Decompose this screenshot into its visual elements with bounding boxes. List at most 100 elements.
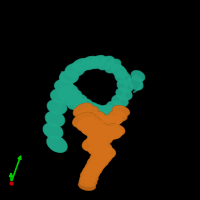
Ellipse shape (77, 106, 99, 120)
Ellipse shape (78, 181, 96, 191)
Ellipse shape (47, 100, 67, 114)
Ellipse shape (87, 131, 113, 147)
Ellipse shape (80, 173, 98, 184)
Ellipse shape (50, 89, 70, 103)
Ellipse shape (88, 114, 112, 128)
Ellipse shape (105, 124, 125, 136)
Ellipse shape (100, 104, 118, 118)
Ellipse shape (116, 88, 132, 100)
Ellipse shape (128, 77, 144, 91)
Ellipse shape (82, 164, 102, 177)
Ellipse shape (88, 142, 112, 156)
Ellipse shape (87, 155, 109, 169)
Ellipse shape (47, 99, 67, 115)
Ellipse shape (42, 122, 64, 140)
Ellipse shape (94, 127, 118, 141)
Ellipse shape (115, 71, 131, 85)
Ellipse shape (100, 105, 118, 117)
Ellipse shape (105, 59, 121, 73)
Ellipse shape (54, 79, 74, 93)
Ellipse shape (85, 104, 105, 118)
Ellipse shape (129, 78, 143, 90)
Ellipse shape (88, 141, 112, 157)
Ellipse shape (104, 58, 122, 74)
Ellipse shape (81, 120, 107, 136)
Ellipse shape (88, 115, 112, 127)
Ellipse shape (81, 121, 107, 135)
Ellipse shape (79, 177, 97, 187)
Ellipse shape (77, 117, 101, 131)
Ellipse shape (87, 131, 113, 147)
Ellipse shape (94, 127, 118, 141)
Ellipse shape (111, 94, 129, 108)
Ellipse shape (59, 70, 79, 84)
Ellipse shape (85, 104, 105, 118)
Ellipse shape (131, 70, 145, 82)
Ellipse shape (81, 56, 99, 70)
Ellipse shape (79, 177, 97, 187)
Ellipse shape (92, 146, 116, 160)
Ellipse shape (72, 112, 96, 128)
Ellipse shape (67, 94, 87, 110)
Ellipse shape (106, 100, 124, 114)
Ellipse shape (82, 136, 108, 152)
Ellipse shape (103, 115, 123, 125)
Ellipse shape (93, 106, 111, 118)
Ellipse shape (112, 105, 130, 117)
Ellipse shape (79, 173, 99, 184)
Ellipse shape (117, 80, 133, 92)
Ellipse shape (45, 111, 65, 127)
Ellipse shape (79, 102, 99, 116)
Ellipse shape (108, 110, 128, 122)
Ellipse shape (61, 89, 83, 106)
Ellipse shape (81, 111, 105, 125)
Ellipse shape (100, 127, 122, 139)
Ellipse shape (95, 116, 119, 128)
Ellipse shape (72, 58, 92, 72)
Ellipse shape (112, 95, 128, 107)
Ellipse shape (66, 94, 88, 110)
Ellipse shape (72, 58, 92, 72)
Ellipse shape (76, 116, 102, 132)
Ellipse shape (43, 123, 63, 139)
Ellipse shape (57, 84, 79, 102)
Ellipse shape (80, 169, 100, 181)
Ellipse shape (82, 136, 108, 152)
Ellipse shape (54, 79, 74, 93)
Ellipse shape (92, 146, 116, 160)
Ellipse shape (89, 55, 107, 69)
Ellipse shape (90, 150, 112, 165)
Ellipse shape (82, 164, 103, 177)
Ellipse shape (80, 56, 100, 70)
Ellipse shape (116, 79, 134, 93)
Ellipse shape (115, 87, 133, 101)
Ellipse shape (97, 56, 115, 70)
Ellipse shape (97, 56, 115, 70)
Ellipse shape (106, 101, 124, 113)
Ellipse shape (100, 126, 122, 140)
Ellipse shape (50, 88, 70, 104)
Ellipse shape (84, 159, 106, 174)
Ellipse shape (102, 114, 124, 126)
Ellipse shape (45, 111, 65, 127)
Ellipse shape (46, 135, 68, 153)
Ellipse shape (62, 89, 82, 106)
Ellipse shape (73, 103, 93, 117)
Ellipse shape (78, 102, 100, 116)
Ellipse shape (81, 111, 105, 125)
Ellipse shape (73, 98, 93, 114)
Ellipse shape (77, 106, 99, 120)
Ellipse shape (85, 160, 105, 173)
Ellipse shape (96, 116, 118, 128)
Ellipse shape (87, 125, 113, 139)
Ellipse shape (78, 180, 96, 191)
Ellipse shape (90, 151, 112, 164)
Ellipse shape (73, 99, 93, 113)
Ellipse shape (92, 105, 112, 119)
Ellipse shape (109, 111, 127, 121)
Ellipse shape (131, 70, 145, 82)
Ellipse shape (111, 64, 127, 78)
Ellipse shape (87, 125, 113, 139)
Ellipse shape (114, 71, 132, 85)
Ellipse shape (65, 63, 85, 77)
